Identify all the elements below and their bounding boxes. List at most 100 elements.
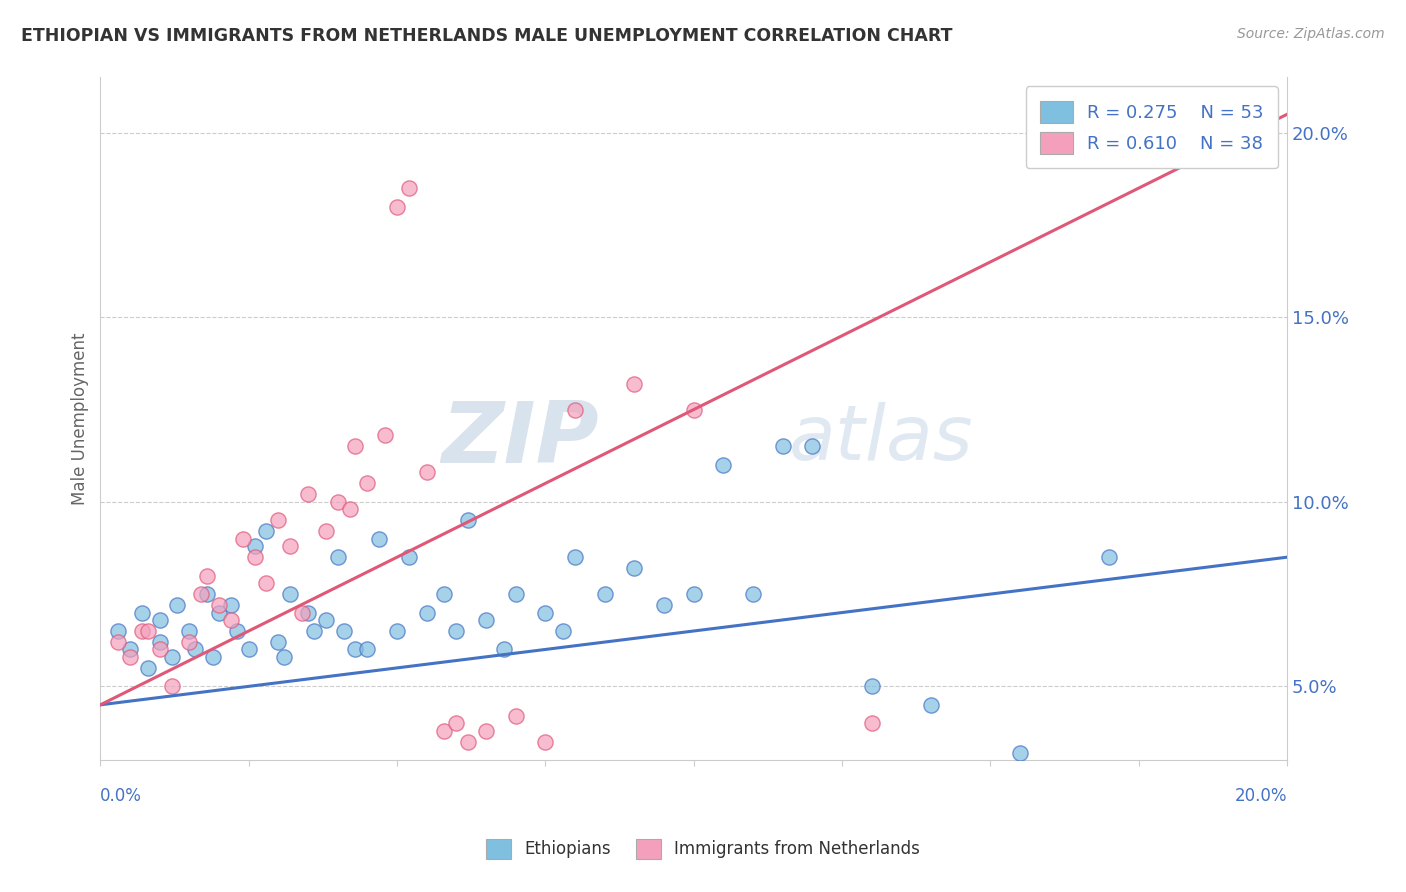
Point xyxy=(149,613,172,627)
Text: 0.0%: 0.0% xyxy=(100,788,142,805)
Point xyxy=(505,587,527,601)
Point xyxy=(273,649,295,664)
Point xyxy=(475,613,498,627)
Text: atlas: atlas xyxy=(789,402,973,476)
Point xyxy=(166,598,188,612)
Point xyxy=(553,624,575,638)
Point xyxy=(184,642,207,657)
Point xyxy=(1008,746,1031,760)
Point xyxy=(772,440,794,454)
Point xyxy=(457,513,479,527)
Point xyxy=(179,635,201,649)
Point xyxy=(860,679,883,693)
Point xyxy=(652,598,675,612)
Point xyxy=(374,428,396,442)
Point xyxy=(593,587,616,601)
Point xyxy=(225,624,247,638)
Point xyxy=(238,642,260,657)
Point xyxy=(534,606,557,620)
Text: ETHIOPIAN VS IMMIGRANTS FROM NETHERLANDS MALE UNEMPLOYMENT CORRELATION CHART: ETHIOPIAN VS IMMIGRANTS FROM NETHERLANDS… xyxy=(21,27,953,45)
Point xyxy=(344,440,367,454)
Point xyxy=(243,550,266,565)
Point xyxy=(107,624,129,638)
Point xyxy=(195,587,218,601)
Point xyxy=(385,624,408,638)
Text: 20.0%: 20.0% xyxy=(1234,788,1286,805)
Point xyxy=(302,624,325,638)
Point xyxy=(534,735,557,749)
Point xyxy=(415,466,437,480)
Point xyxy=(433,587,456,601)
Text: Source: ZipAtlas.com: Source: ZipAtlas.com xyxy=(1237,27,1385,41)
Point xyxy=(232,532,254,546)
Point xyxy=(860,716,883,731)
Point xyxy=(202,649,225,664)
Point xyxy=(326,495,349,509)
Point xyxy=(398,181,420,195)
Point xyxy=(711,458,734,472)
Point xyxy=(243,539,266,553)
Point xyxy=(564,550,586,565)
Point xyxy=(446,624,468,638)
Point xyxy=(385,200,408,214)
Point xyxy=(339,502,361,516)
Point xyxy=(398,550,420,565)
Point xyxy=(256,524,278,539)
Point xyxy=(564,402,586,417)
Point xyxy=(107,635,129,649)
Point xyxy=(136,661,159,675)
Point xyxy=(291,606,314,620)
Point xyxy=(682,402,704,417)
Point xyxy=(208,598,231,612)
Point xyxy=(368,532,391,546)
Point xyxy=(278,539,301,553)
Point xyxy=(219,613,242,627)
Point xyxy=(315,524,337,539)
Legend: R = 0.275    N = 53, R = 0.610    N = 38: R = 0.275 N = 53, R = 0.610 N = 38 xyxy=(1025,87,1278,169)
Point xyxy=(256,576,278,591)
Point xyxy=(475,723,498,738)
Point xyxy=(492,642,515,657)
Point xyxy=(772,790,794,805)
Point xyxy=(446,716,468,731)
Point xyxy=(208,606,231,620)
Point xyxy=(326,550,349,565)
Point xyxy=(1098,550,1121,565)
Point xyxy=(118,642,141,657)
Point xyxy=(623,376,645,391)
Point xyxy=(219,598,242,612)
Point xyxy=(136,624,159,638)
Point xyxy=(179,624,201,638)
Point xyxy=(356,476,378,491)
Legend: Ethiopians, Immigrants from Netherlands: Ethiopians, Immigrants from Netherlands xyxy=(479,832,927,866)
Point xyxy=(920,698,942,712)
Point xyxy=(344,642,367,657)
Point xyxy=(195,568,218,582)
Point xyxy=(190,587,212,601)
Point xyxy=(297,487,319,501)
Point xyxy=(332,624,354,638)
Point xyxy=(742,587,765,601)
Point xyxy=(278,587,301,601)
Point xyxy=(267,513,290,527)
Y-axis label: Male Unemployment: Male Unemployment xyxy=(72,333,89,505)
Point xyxy=(131,624,153,638)
Point xyxy=(356,642,378,657)
Point xyxy=(160,679,183,693)
Point xyxy=(149,635,172,649)
Point xyxy=(131,606,153,620)
Point xyxy=(297,606,319,620)
Point xyxy=(505,709,527,723)
Point xyxy=(433,723,456,738)
Text: ZIP: ZIP xyxy=(441,398,599,481)
Point xyxy=(457,735,479,749)
Point xyxy=(160,649,183,664)
Point xyxy=(149,642,172,657)
Point xyxy=(682,587,704,601)
Point xyxy=(267,635,290,649)
Point xyxy=(623,561,645,575)
Point xyxy=(415,606,437,620)
Point xyxy=(801,440,824,454)
Point xyxy=(118,649,141,664)
Point xyxy=(315,613,337,627)
